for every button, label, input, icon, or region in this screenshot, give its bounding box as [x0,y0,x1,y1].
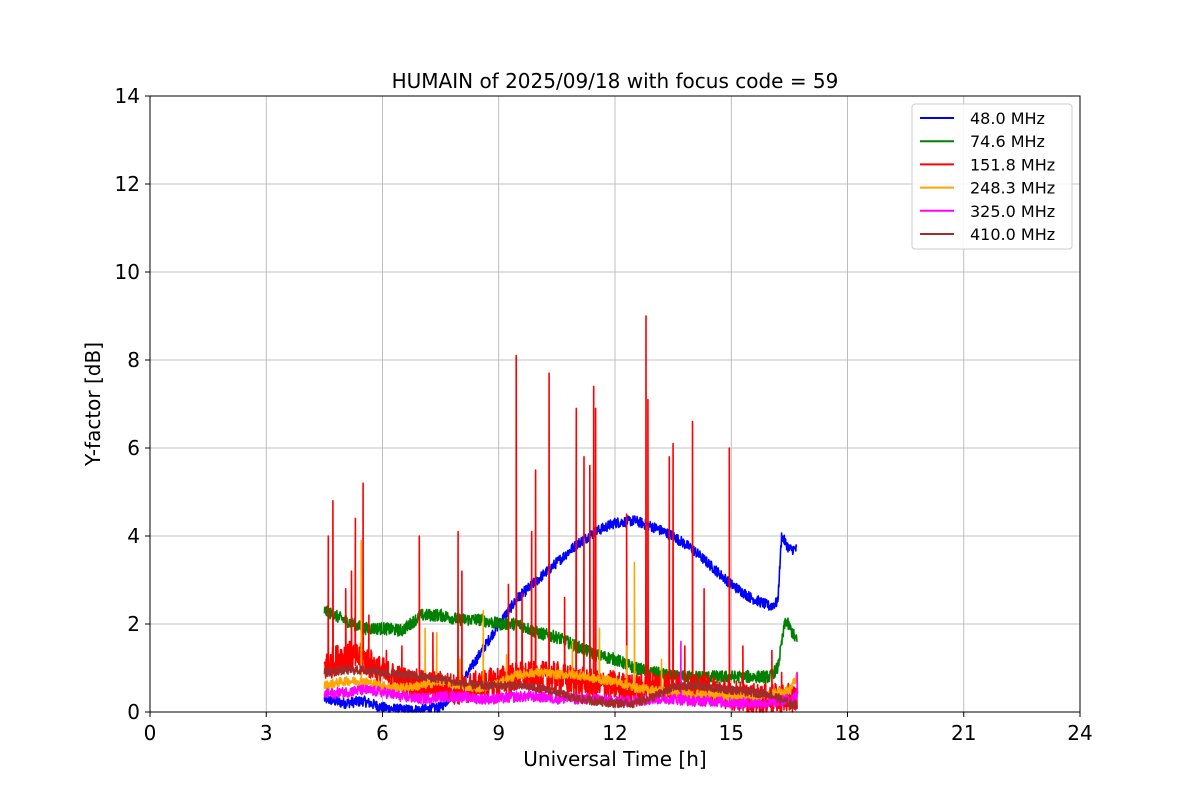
y-tick-label: 8 [127,348,140,372]
y-tick-label: 4 [127,524,140,548]
x-tick-label: 0 [144,721,157,745]
y-tick-label: 6 [127,436,140,460]
x-tick-label: 24 [1067,721,1092,745]
x-tick-label: 3 [260,721,273,745]
y-tick-label: 14 [115,84,140,108]
y-tick-label: 0 [127,700,140,724]
series-line [323,605,798,684]
x-tick-label: 21 [951,721,976,745]
x-tick-label: 15 [719,721,744,745]
y-axis-label: Y-factor [dB] [81,342,105,467]
x-axis-label: Universal Time [h] [523,747,706,771]
legend-label: 325.0 MHz [970,202,1055,221]
series-layer [323,315,799,713]
legend-label: 74.6 MHz [970,132,1045,151]
legend-label: 151.8 MHz [970,155,1055,174]
y-tick-label: 10 [115,260,140,284]
legend-label: 48.0 MHz [970,109,1045,128]
legend-label: 248.3 MHz [970,179,1055,198]
legend-label: 410.0 MHz [970,225,1055,244]
series-line [323,539,798,702]
series-line [323,515,798,713]
series-line [323,640,799,710]
x-tick-label: 12 [602,721,627,745]
x-tick-label: 9 [492,721,505,745]
x-tick-label: 18 [835,721,860,745]
series-line [323,665,798,710]
x-tick-label: 6 [376,721,389,745]
legend: 48.0 MHz 74.6 MHz 151.8 MHz 248.3 MHz 325.0… [911,103,1073,250]
y-tick-label: 12 [115,172,140,196]
y-tick-label: 2 [127,612,140,636]
chart-title: HUMAIN of 2025/09/18 with focus code = 5… [392,69,839,93]
